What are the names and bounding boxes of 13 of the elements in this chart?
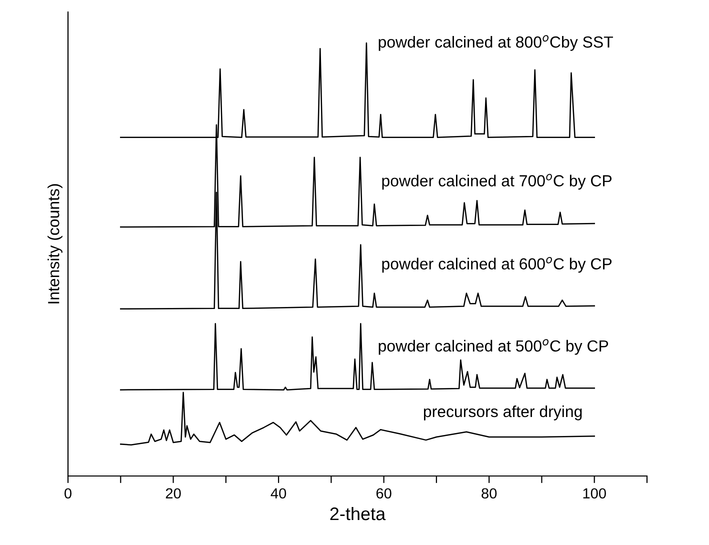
x-tick-label: 0	[64, 488, 72, 499]
series-label: powder calcined at 500$^{o}$C by CP	[378, 339, 608, 355]
series-label: powder calcined at 600$^{o}$C by CP	[382, 256, 612, 273]
x-tick-label: 60	[376, 488, 392, 499]
series-label: powder calcined at 800$^{o}$Cby SST	[378, 35, 614, 51]
x-axis-title: 2-theta	[330, 506, 386, 520]
series-label: precursors after drying	[424, 405, 582, 420]
series-label: powder calcined at 700$^{o}$C by CP	[382, 174, 612, 190]
x-tick-label: 40	[270, 488, 286, 499]
x-tick-label: 100	[583, 488, 606, 499]
x-tick-label: 80	[482, 488, 497, 499]
x-tick-label: 20	[166, 488, 181, 499]
y-axis-title: Intensity (counts)	[48, 184, 62, 304]
